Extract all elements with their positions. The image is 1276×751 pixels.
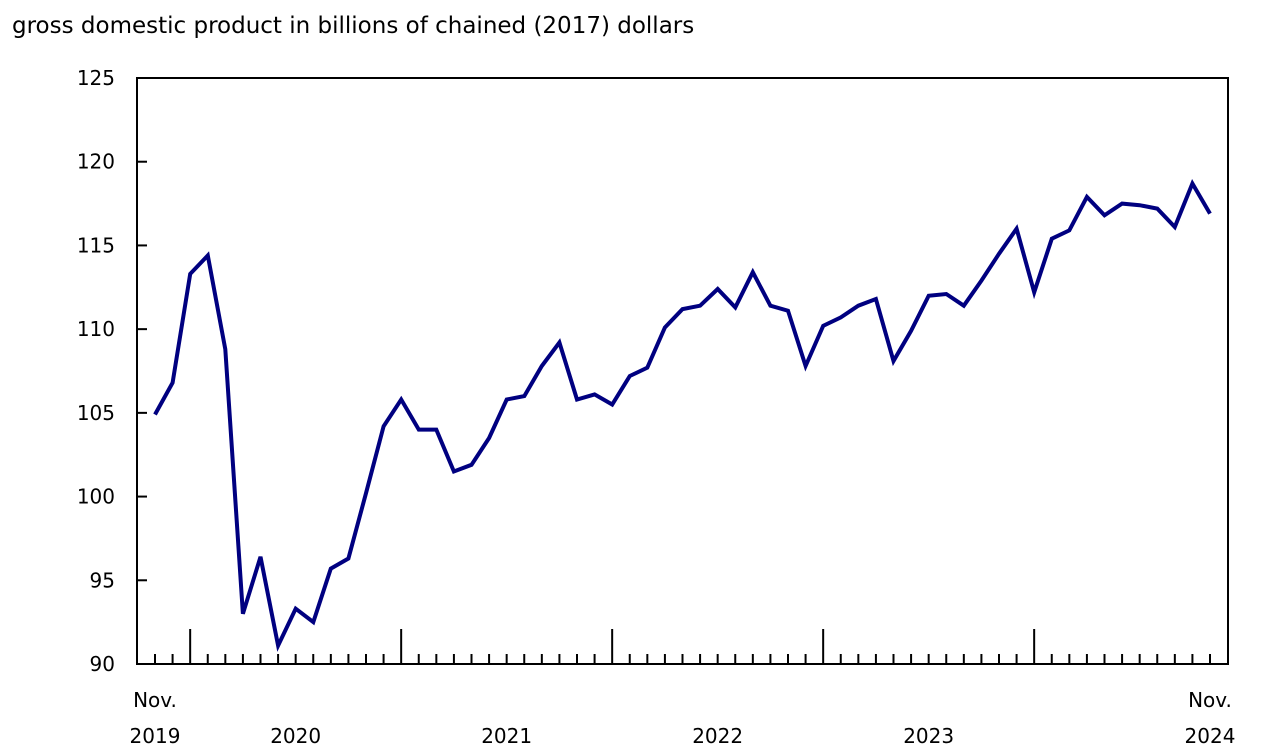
y-tick-label: 100 xyxy=(77,485,115,509)
y-tick-label: 125 xyxy=(77,66,115,90)
x-tick-label: Nov. xyxy=(133,688,177,712)
y-tick-label: 115 xyxy=(77,233,115,257)
y-tick-label: 105 xyxy=(77,401,115,425)
x-tick-label: 2019 xyxy=(130,724,181,748)
x-tick-label: 2021 xyxy=(481,724,532,748)
y-tick-label: 90 xyxy=(90,652,115,676)
x-tick-label: 2020 xyxy=(270,724,321,748)
chart-title: gross domestic product in billions of ch… xyxy=(12,13,694,39)
plot-frame xyxy=(136,77,1229,665)
y-tick-label: 95 xyxy=(90,568,115,592)
y-tick-label: 120 xyxy=(77,150,115,174)
x-tick-label: 2022 xyxy=(692,724,743,748)
x-tick-label: 2024 xyxy=(1185,724,1236,748)
x-tick-label: Nov. xyxy=(1188,688,1232,712)
x-tick-label: 2023 xyxy=(903,724,954,748)
gdp-series-line xyxy=(153,178,1212,652)
y-tick-label: 110 xyxy=(77,317,115,341)
